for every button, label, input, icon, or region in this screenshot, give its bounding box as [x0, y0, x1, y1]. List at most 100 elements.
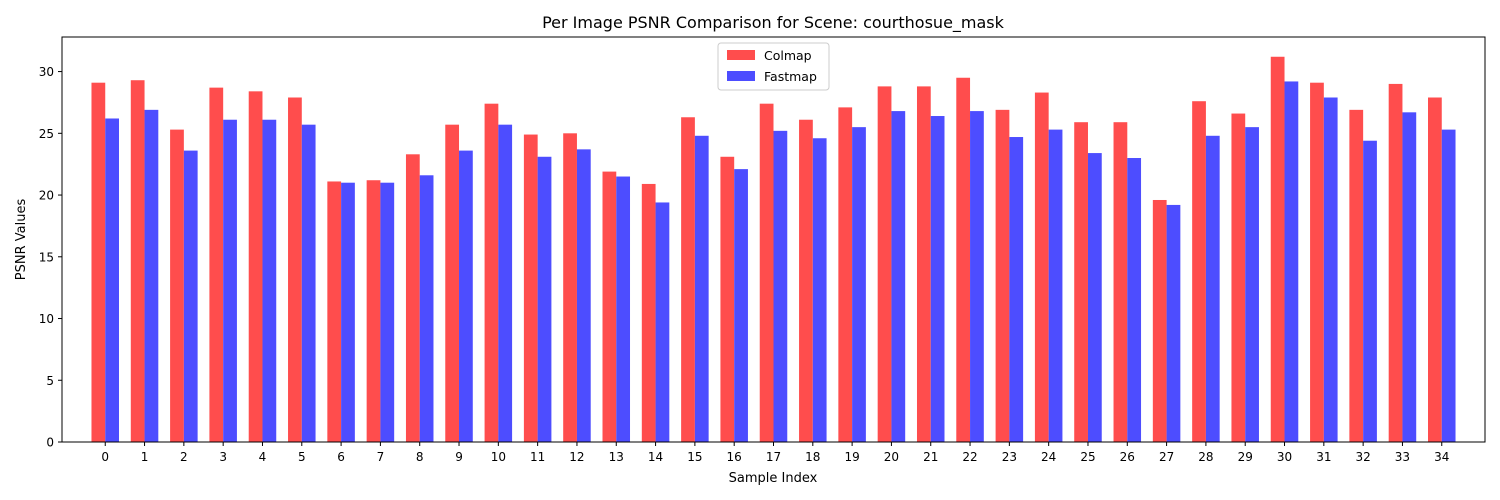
y-tick-label: 10 [39, 312, 54, 326]
bar-fastmap-6 [341, 182, 355, 442]
y-axis: 0 5 10 15 20 25 30 [39, 65, 62, 450]
x-axis: 0 1 2 3 4 5 6 7 8 9 10 11 12 13 14 15 16 17 18 19 20 21 22 23 24… [101, 442, 1449, 464]
x-tick-label: 27 [1159, 450, 1174, 464]
x-tick-label: 20 [884, 450, 899, 464]
bar-fastmap-15 [694, 135, 709, 442]
x-tick-label: 30 [1277, 450, 1292, 464]
y-tick-label: 20 [39, 189, 54, 203]
bar-fastmap-28 [1205, 135, 1220, 442]
x-tick-label: 28 [1198, 450, 1213, 464]
bar-fastmap-31 [1323, 97, 1338, 442]
bar-colmap-25 [1074, 122, 1088, 442]
bar-fastmap-10 [498, 124, 513, 443]
bars-layer [91, 56, 1456, 443]
x-tick-label: 29 [1238, 450, 1253, 464]
bar-fastmap-19 [852, 127, 866, 442]
x-tick-label: 23 [1002, 450, 1017, 464]
y-tick-label: 0 [46, 436, 54, 450]
bar-fastmap-27 [1166, 204, 1181, 442]
x-tick-label: 32 [1356, 450, 1371, 464]
bar-colmap-5 [288, 97, 302, 442]
bar-colmap-10 [484, 103, 499, 443]
bar-colmap-1 [130, 80, 145, 442]
x-tick-label: 26 [1120, 450, 1135, 464]
x-tick-label: 34 [1434, 450, 1449, 464]
x-tick-label: 19 [844, 450, 859, 464]
bar-colmap-3 [209, 87, 224, 443]
x-tick-label: 33 [1395, 450, 1410, 464]
x-tick-label: 10 [491, 450, 506, 464]
x-tick-label: 17 [766, 450, 781, 464]
bar-fastmap-8 [419, 175, 434, 443]
bar-fastmap-5 [301, 124, 316, 443]
bar-fastmap-17 [773, 130, 788, 442]
x-tick-label: 8 [416, 450, 424, 464]
bar-colmap-31 [1310, 82, 1324, 442]
x-tick-label: 21 [923, 450, 938, 464]
y-tick-label: 25 [39, 127, 54, 141]
bar-colmap-11 [523, 134, 538, 443]
x-tick-label: 12 [569, 450, 584, 464]
plot-frame [61, 36, 1486, 443]
x-tick-label: 25 [1080, 450, 1095, 464]
bar-colmap-26 [1113, 122, 1128, 442]
x-axis-label: Sample Index [729, 471, 818, 486]
bar-fastmap-23 [1009, 137, 1024, 442]
bar-fastmap-16 [734, 169, 748, 442]
x-tick-label: 7 [377, 450, 385, 464]
bar-colmap-29 [1231, 113, 1246, 443]
bar-fastmap-20 [891, 111, 906, 442]
legend-swatch-colmap [727, 50, 755, 60]
bar-colmap-22 [956, 77, 971, 442]
x-tick-label: 24 [1041, 450, 1056, 464]
bar-fastmap-12 [576, 149, 591, 443]
bar-fastmap-30 [1284, 81, 1299, 442]
bar-colmap-0 [91, 82, 106, 442]
bar-fastmap-33 [1402, 112, 1417, 442]
x-tick-label: 5 [298, 450, 306, 464]
bar-fastmap-13 [616, 176, 631, 442]
bar-fastmap-3 [223, 119, 237, 442]
x-tick-label: 16 [727, 450, 742, 464]
legend-label-fastmap: Fastmap [764, 69, 817, 84]
bar-colmap-14 [641, 183, 656, 442]
x-tick-label: 31 [1316, 450, 1331, 464]
bar-fastmap-21 [930, 116, 945, 443]
x-tick-label: 0 [101, 450, 109, 464]
bar-colmap-34 [1428, 97, 1442, 442]
x-tick-label: 2 [180, 450, 188, 464]
bar-colmap-20 [877, 86, 892, 442]
bar-colmap-13 [602, 171, 617, 442]
bar-colmap-12 [563, 133, 577, 442]
x-tick-label: 1 [141, 450, 149, 464]
bar-fastmap-14 [655, 202, 670, 442]
bar-fastmap-0 [105, 118, 119, 443]
bar-fastmap-29 [1245, 127, 1259, 442]
bar-colmap-18 [799, 119, 813, 442]
bar-fastmap-26 [1127, 158, 1142, 442]
bar-colmap-7 [366, 180, 381, 443]
x-tick-label: 4 [259, 450, 267, 464]
legend-label-colmap: Colmap [764, 48, 812, 63]
bar-colmap-19 [838, 107, 853, 442]
bar-colmap-15 [681, 117, 695, 442]
bar-colmap-6 [327, 181, 342, 442]
y-axis-label: PSNR Values [14, 199, 29, 281]
bar-fastmap-25 [1087, 153, 1102, 442]
x-tick-label: 13 [609, 450, 624, 464]
bar-colmap-24 [1034, 92, 1049, 442]
bar-colmap-9 [445, 124, 460, 443]
bar-fastmap-24 [1048, 129, 1063, 443]
y-tick-label: 5 [46, 374, 54, 388]
chart-title: Per Image PSNR Comparison for Scene: cou… [542, 13, 1005, 33]
bar-fastmap-4 [262, 119, 277, 442]
bar-fastmap-11 [537, 156, 552, 442]
bar-fastmap-18 [812, 138, 827, 442]
x-tick-label: 6 [337, 450, 345, 464]
bar-colmap-30 [1270, 56, 1285, 442]
legend: Colmap Fastmap [717, 42, 830, 91]
bar-colmap-28 [1192, 101, 1206, 443]
x-tick-label: 3 [219, 450, 227, 464]
bar-fastmap-32 [1363, 140, 1377, 442]
